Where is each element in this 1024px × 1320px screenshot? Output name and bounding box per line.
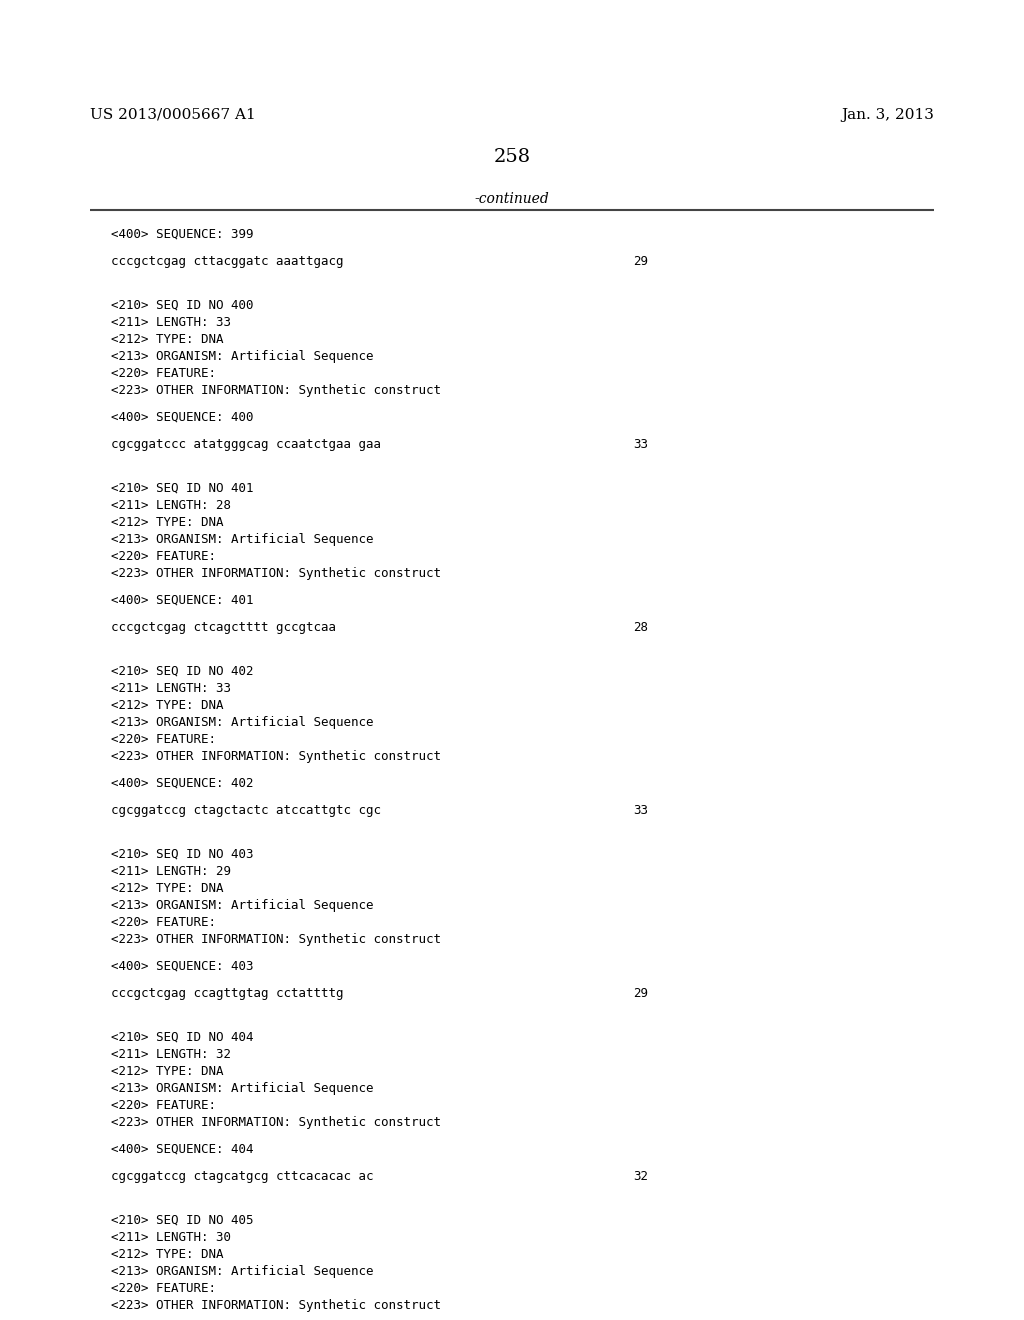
- Text: <211> LENGTH: 29: <211> LENGTH: 29: [111, 865, 230, 878]
- Text: Jan. 3, 2013: Jan. 3, 2013: [841, 108, 934, 121]
- Text: <400> SEQUENCE: 400: <400> SEQUENCE: 400: [111, 411, 253, 424]
- Text: <400> SEQUENCE: 404: <400> SEQUENCE: 404: [111, 1143, 253, 1156]
- Text: <211> LENGTH: 33: <211> LENGTH: 33: [111, 315, 230, 329]
- Text: <212> TYPE: DNA: <212> TYPE: DNA: [111, 882, 223, 895]
- Text: <213> ORGANISM: Artificial Sequence: <213> ORGANISM: Artificial Sequence: [111, 350, 373, 363]
- Text: 258: 258: [494, 148, 530, 166]
- Text: <220> FEATURE:: <220> FEATURE:: [111, 367, 216, 380]
- Text: <211> LENGTH: 32: <211> LENGTH: 32: [111, 1048, 230, 1061]
- Text: <211> LENGTH: 33: <211> LENGTH: 33: [111, 682, 230, 696]
- Text: <211> LENGTH: 28: <211> LENGTH: 28: [111, 499, 230, 512]
- Text: <212> TYPE: DNA: <212> TYPE: DNA: [111, 700, 223, 711]
- Text: <213> ORGANISM: Artificial Sequence: <213> ORGANISM: Artificial Sequence: [111, 1082, 373, 1096]
- Text: cccgctcgag cttacggatc aaattgacg: cccgctcgag cttacggatc aaattgacg: [111, 255, 343, 268]
- Text: <220> FEATURE:: <220> FEATURE:: [111, 1282, 216, 1295]
- Text: 28: 28: [633, 620, 648, 634]
- Text: <211> LENGTH: 30: <211> LENGTH: 30: [111, 1232, 230, 1243]
- Text: <213> ORGANISM: Artificial Sequence: <213> ORGANISM: Artificial Sequence: [111, 1265, 373, 1278]
- Text: US 2013/0005667 A1: US 2013/0005667 A1: [90, 108, 256, 121]
- Text: cccgctcgag ctcagctttt gccgtcaa: cccgctcgag ctcagctttt gccgtcaa: [111, 620, 336, 634]
- Text: 29: 29: [633, 255, 648, 268]
- Text: <220> FEATURE:: <220> FEATURE:: [111, 550, 216, 564]
- Text: 29: 29: [633, 987, 648, 1001]
- Text: <223> OTHER INFORMATION: Synthetic construct: <223> OTHER INFORMATION: Synthetic const…: [111, 933, 440, 946]
- Text: <400> SEQUENCE: 399: <400> SEQUENCE: 399: [111, 228, 253, 242]
- Text: <223> OTHER INFORMATION: Synthetic construct: <223> OTHER INFORMATION: Synthetic const…: [111, 1115, 440, 1129]
- Text: <213> ORGANISM: Artificial Sequence: <213> ORGANISM: Artificial Sequence: [111, 715, 373, 729]
- Text: <223> OTHER INFORMATION: Synthetic construct: <223> OTHER INFORMATION: Synthetic const…: [111, 750, 440, 763]
- Text: <223> OTHER INFORMATION: Synthetic construct: <223> OTHER INFORMATION: Synthetic const…: [111, 384, 440, 397]
- Text: <220> FEATURE:: <220> FEATURE:: [111, 1100, 216, 1111]
- Text: <223> OTHER INFORMATION: Synthetic construct: <223> OTHER INFORMATION: Synthetic const…: [111, 568, 440, 579]
- Text: <210> SEQ ID NO 400: <210> SEQ ID NO 400: [111, 300, 253, 312]
- Text: cgcggatccg ctagcatgcg cttcacacac ac: cgcggatccg ctagcatgcg cttcacacac ac: [111, 1170, 373, 1183]
- Text: <210> SEQ ID NO 405: <210> SEQ ID NO 405: [111, 1214, 253, 1228]
- Text: <220> FEATURE:: <220> FEATURE:: [111, 916, 216, 929]
- Text: <400> SEQUENCE: 401: <400> SEQUENCE: 401: [111, 594, 253, 607]
- Text: <212> TYPE: DNA: <212> TYPE: DNA: [111, 333, 223, 346]
- Text: <210> SEQ ID NO 402: <210> SEQ ID NO 402: [111, 665, 253, 678]
- Text: 33: 33: [633, 438, 648, 451]
- Text: <212> TYPE: DNA: <212> TYPE: DNA: [111, 1247, 223, 1261]
- Text: <400> SEQUENCE: 403: <400> SEQUENCE: 403: [111, 960, 253, 973]
- Text: cccgctcgag ccagttgtag cctattttg: cccgctcgag ccagttgtag cctattttg: [111, 987, 343, 1001]
- Text: 32: 32: [633, 1170, 648, 1183]
- Text: <223> OTHER INFORMATION: Synthetic construct: <223> OTHER INFORMATION: Synthetic const…: [111, 1299, 440, 1312]
- Text: <210> SEQ ID NO 404: <210> SEQ ID NO 404: [111, 1031, 253, 1044]
- Text: <220> FEATURE:: <220> FEATURE:: [111, 733, 216, 746]
- Text: <210> SEQ ID NO 401: <210> SEQ ID NO 401: [111, 482, 253, 495]
- Text: <212> TYPE: DNA: <212> TYPE: DNA: [111, 1065, 223, 1078]
- Text: <212> TYPE: DNA: <212> TYPE: DNA: [111, 516, 223, 529]
- Text: -continued: -continued: [475, 191, 549, 206]
- Text: cgcggatccc atatgggcag ccaatctgaa gaa: cgcggatccc atatgggcag ccaatctgaa gaa: [111, 438, 381, 451]
- Text: <210> SEQ ID NO 403: <210> SEQ ID NO 403: [111, 847, 253, 861]
- Text: 33: 33: [633, 804, 648, 817]
- Text: <213> ORGANISM: Artificial Sequence: <213> ORGANISM: Artificial Sequence: [111, 533, 373, 546]
- Text: cgcggatccg ctagctactc atccattgtc cgc: cgcggatccg ctagctactc atccattgtc cgc: [111, 804, 381, 817]
- Text: <213> ORGANISM: Artificial Sequence: <213> ORGANISM: Artificial Sequence: [111, 899, 373, 912]
- Text: <400> SEQUENCE: 402: <400> SEQUENCE: 402: [111, 777, 253, 789]
